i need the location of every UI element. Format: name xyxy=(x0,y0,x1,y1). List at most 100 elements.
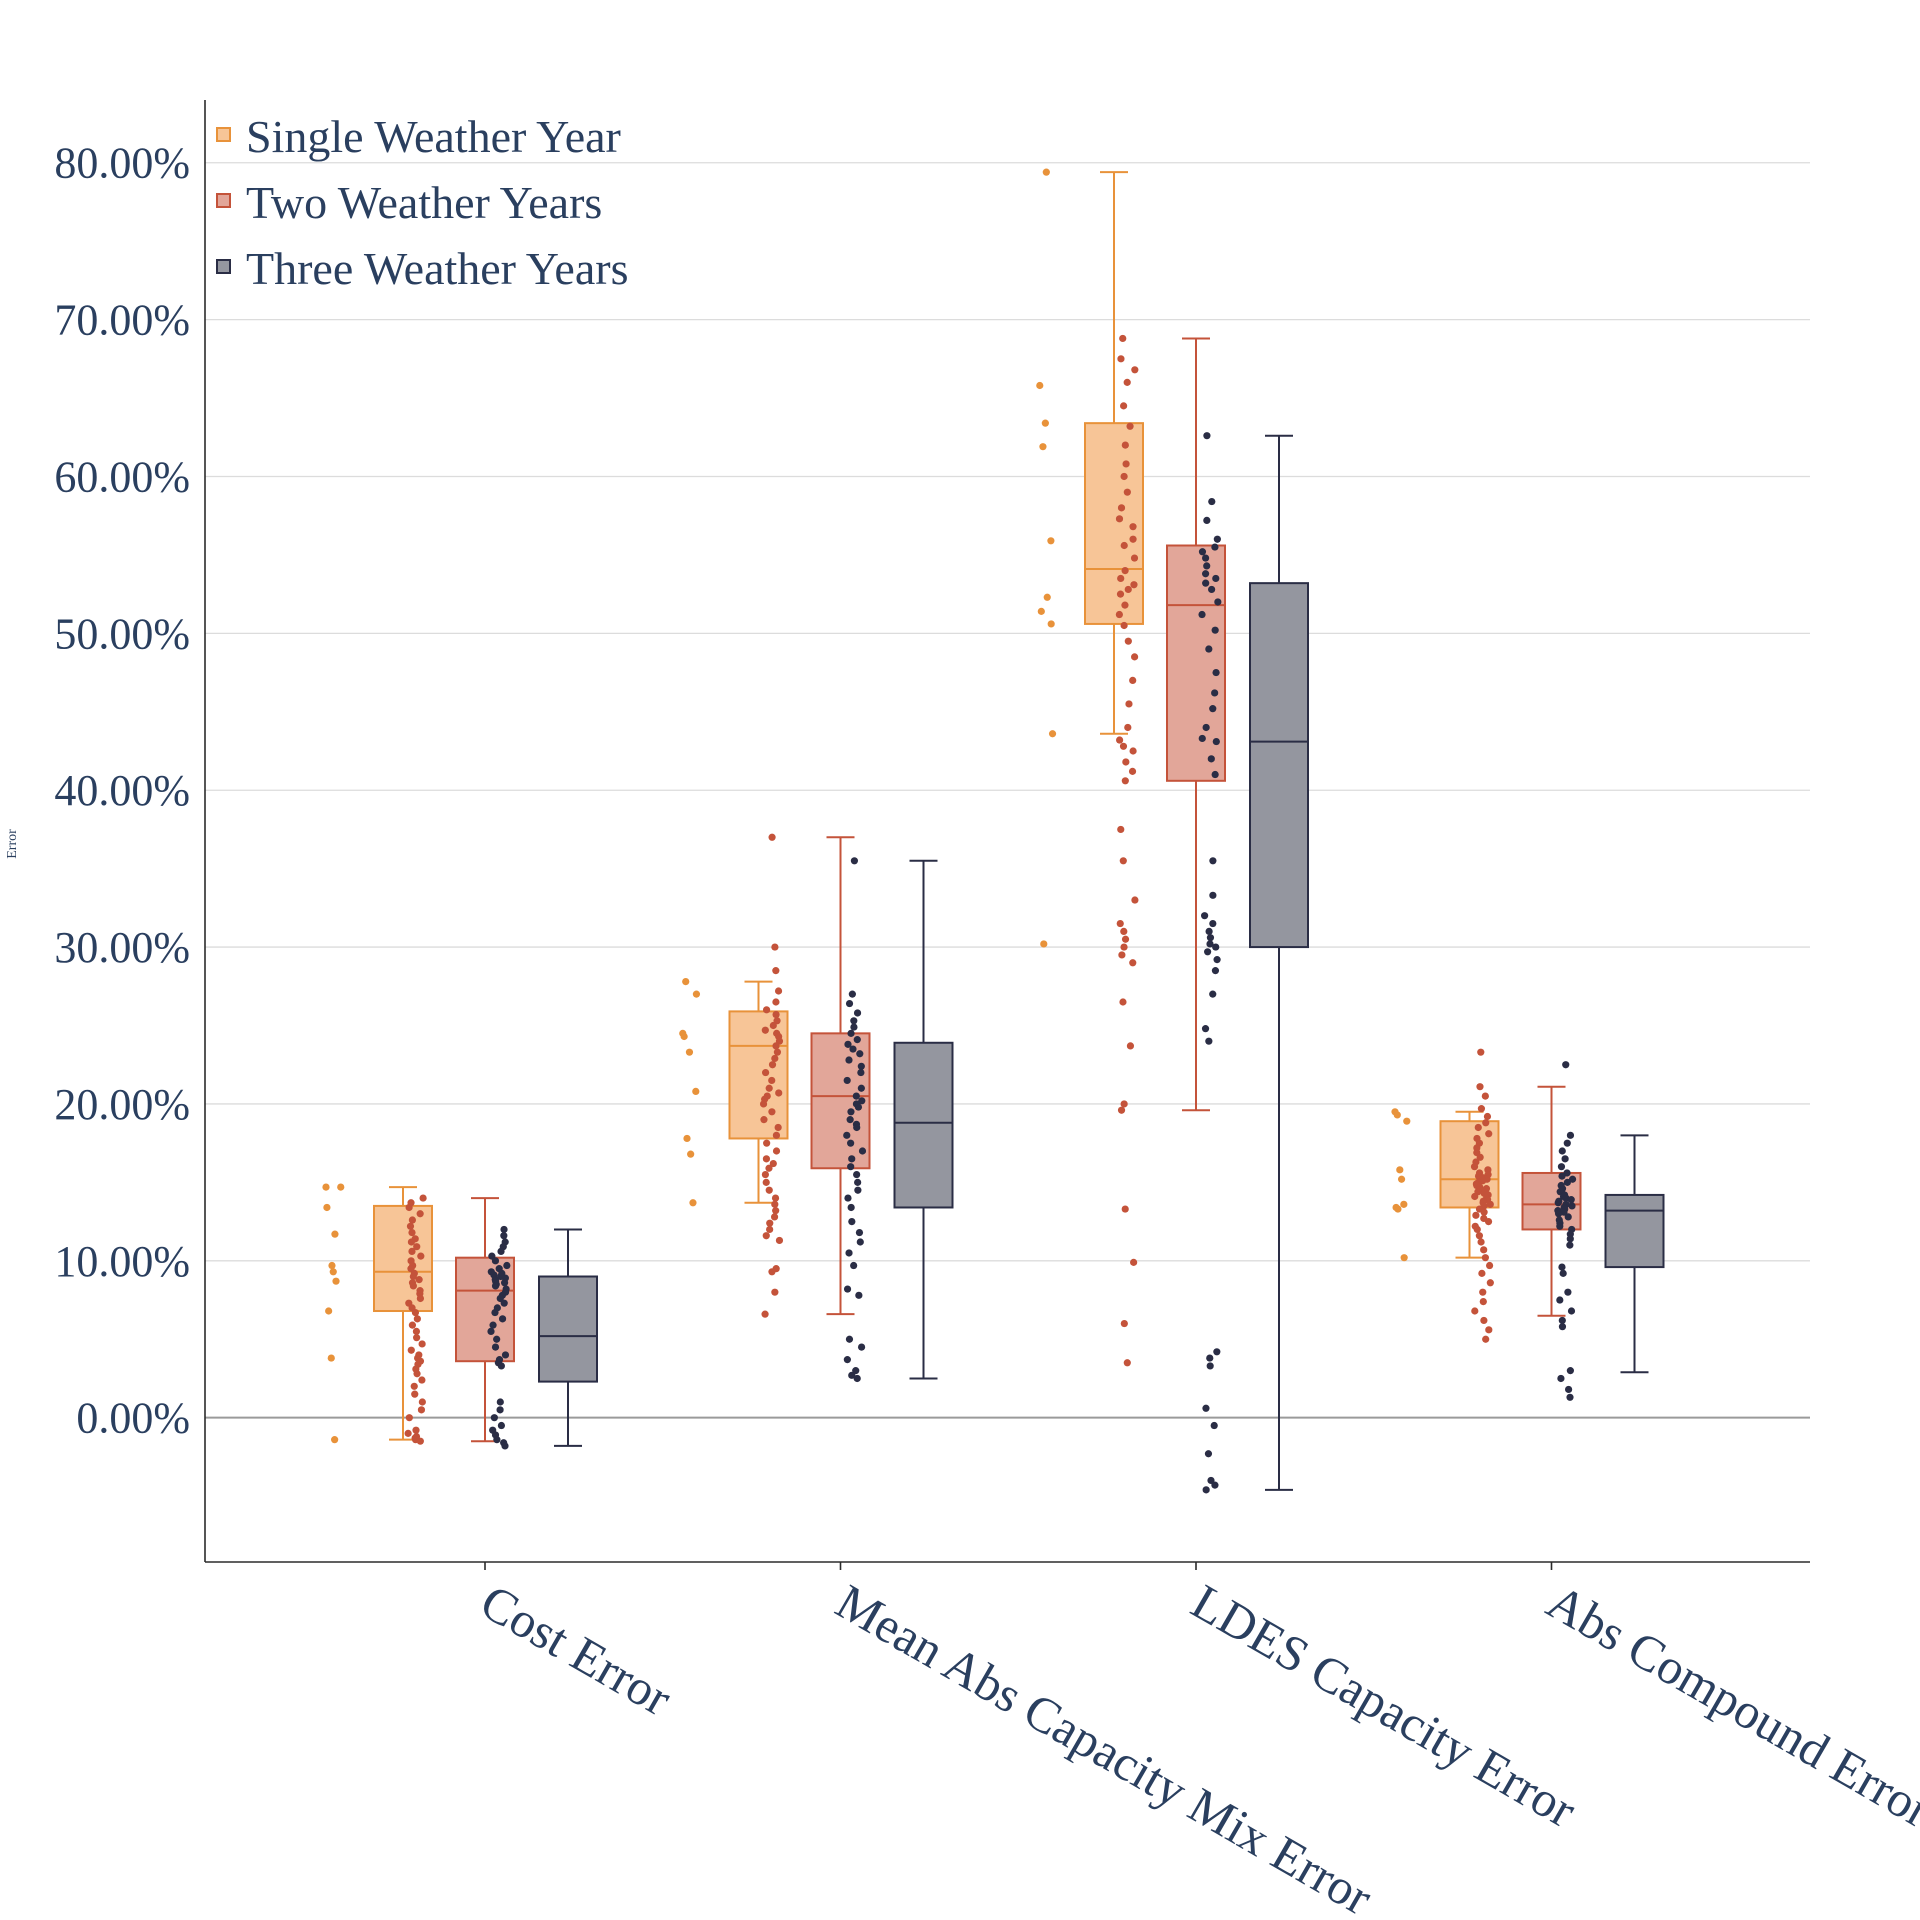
y-tick-label: 40.00% xyxy=(54,766,190,815)
data-point xyxy=(1474,1123,1482,1132)
legend-label: Two Weather Years xyxy=(246,177,602,228)
data-point xyxy=(1565,1385,1573,1394)
data-point xyxy=(768,1108,776,1116)
data-point xyxy=(331,1230,339,1238)
data-point xyxy=(772,1147,781,1155)
data-point xyxy=(1118,951,1126,959)
data-point xyxy=(1131,653,1139,661)
data-point xyxy=(847,1163,855,1171)
data-point xyxy=(762,1006,771,1014)
data-point xyxy=(1130,554,1139,562)
data-point xyxy=(760,1116,768,1124)
data-point xyxy=(1214,598,1222,606)
data-point xyxy=(853,1036,861,1044)
data-point xyxy=(1211,626,1219,634)
data-point xyxy=(1201,1025,1210,1033)
data-point xyxy=(1471,1192,1479,1201)
data-point xyxy=(775,1236,784,1245)
data-point xyxy=(1115,610,1123,619)
data-point xyxy=(498,1315,507,1323)
data-point xyxy=(1120,541,1128,550)
data-point xyxy=(1117,504,1126,512)
data-point xyxy=(1120,1100,1128,1108)
data-point xyxy=(769,1159,777,1168)
data-point xyxy=(500,1232,508,1240)
data-point xyxy=(1211,967,1220,975)
data-point xyxy=(853,1009,862,1017)
box-group xyxy=(1036,168,1144,948)
data-point xyxy=(772,1010,780,1019)
data-point xyxy=(1485,1261,1494,1270)
data-point xyxy=(1042,168,1050,176)
data-point xyxy=(1209,919,1217,928)
data-point xyxy=(1117,1106,1126,1114)
axes: 0.00% 10.00% 20.00% 30.00% 40.00% 50.00% 60.00… xyxy=(54,100,1920,1920)
legend-swatch xyxy=(216,127,231,142)
data-point xyxy=(408,1216,416,1224)
data-point xyxy=(1120,402,1128,410)
data-point xyxy=(1558,1263,1566,1271)
box-group xyxy=(1198,432,1309,1494)
data-point xyxy=(1119,334,1127,343)
data-point xyxy=(411,1308,420,1317)
legend-swatch xyxy=(216,193,231,208)
data-point xyxy=(854,1103,863,1111)
data-point xyxy=(843,1076,851,1085)
data-point xyxy=(1202,579,1210,587)
data-point xyxy=(762,1068,770,1077)
data-point xyxy=(1201,912,1209,920)
data-point xyxy=(404,1429,412,1437)
data-point xyxy=(1120,927,1128,935)
data-point xyxy=(332,1277,340,1285)
data-point xyxy=(844,1040,852,1048)
data-point xyxy=(493,1436,501,1444)
data-point xyxy=(1400,1200,1408,1208)
box-group xyxy=(487,1225,598,1450)
data-point xyxy=(500,1299,508,1307)
data-point xyxy=(765,1084,773,1092)
data-point xyxy=(769,1021,777,1030)
data-point xyxy=(1207,1476,1215,1485)
data-point xyxy=(1393,1111,1401,1119)
data-point xyxy=(1486,1200,1494,1208)
data-point xyxy=(771,1054,779,1063)
data-point xyxy=(766,1219,774,1227)
data-point xyxy=(337,1183,345,1191)
data-point xyxy=(1121,567,1129,575)
data-point xyxy=(1205,927,1213,935)
data-point xyxy=(1208,497,1216,506)
data-point xyxy=(843,1285,852,1293)
data-point xyxy=(772,1042,780,1050)
data-point xyxy=(848,1371,856,1379)
data-point xyxy=(415,1276,423,1284)
data-point xyxy=(1567,1196,1575,1204)
box-group xyxy=(759,833,871,1318)
data-point xyxy=(849,1045,857,1053)
data-point xyxy=(1484,1217,1493,1226)
legend-swatch xyxy=(216,259,231,274)
data-point xyxy=(774,1123,782,1132)
data-point xyxy=(768,1076,776,1085)
data-point xyxy=(1209,705,1217,713)
box-group xyxy=(1554,1061,1665,1401)
data-point xyxy=(1476,1153,1484,1161)
data-point xyxy=(1203,516,1211,525)
box xyxy=(1604,1193,1665,1269)
data-point xyxy=(1479,1288,1487,1296)
data-point xyxy=(496,1398,504,1406)
data-point xyxy=(1481,1254,1489,1262)
data-point xyxy=(503,1261,511,1270)
data-point xyxy=(1117,574,1125,583)
data-point xyxy=(771,943,779,951)
data-point xyxy=(1120,943,1128,951)
data-point xyxy=(1566,1367,1574,1375)
data-point xyxy=(1213,956,1221,964)
legend: Single Weather Year Two Weather Years Thre… xyxy=(216,111,628,294)
data-point xyxy=(1394,1205,1402,1213)
data-point xyxy=(323,1203,331,1212)
data-point xyxy=(408,1228,416,1237)
data-point xyxy=(854,1178,862,1186)
data-point xyxy=(771,1194,780,1202)
data-point xyxy=(411,1390,419,1398)
data-point xyxy=(412,1327,421,1336)
